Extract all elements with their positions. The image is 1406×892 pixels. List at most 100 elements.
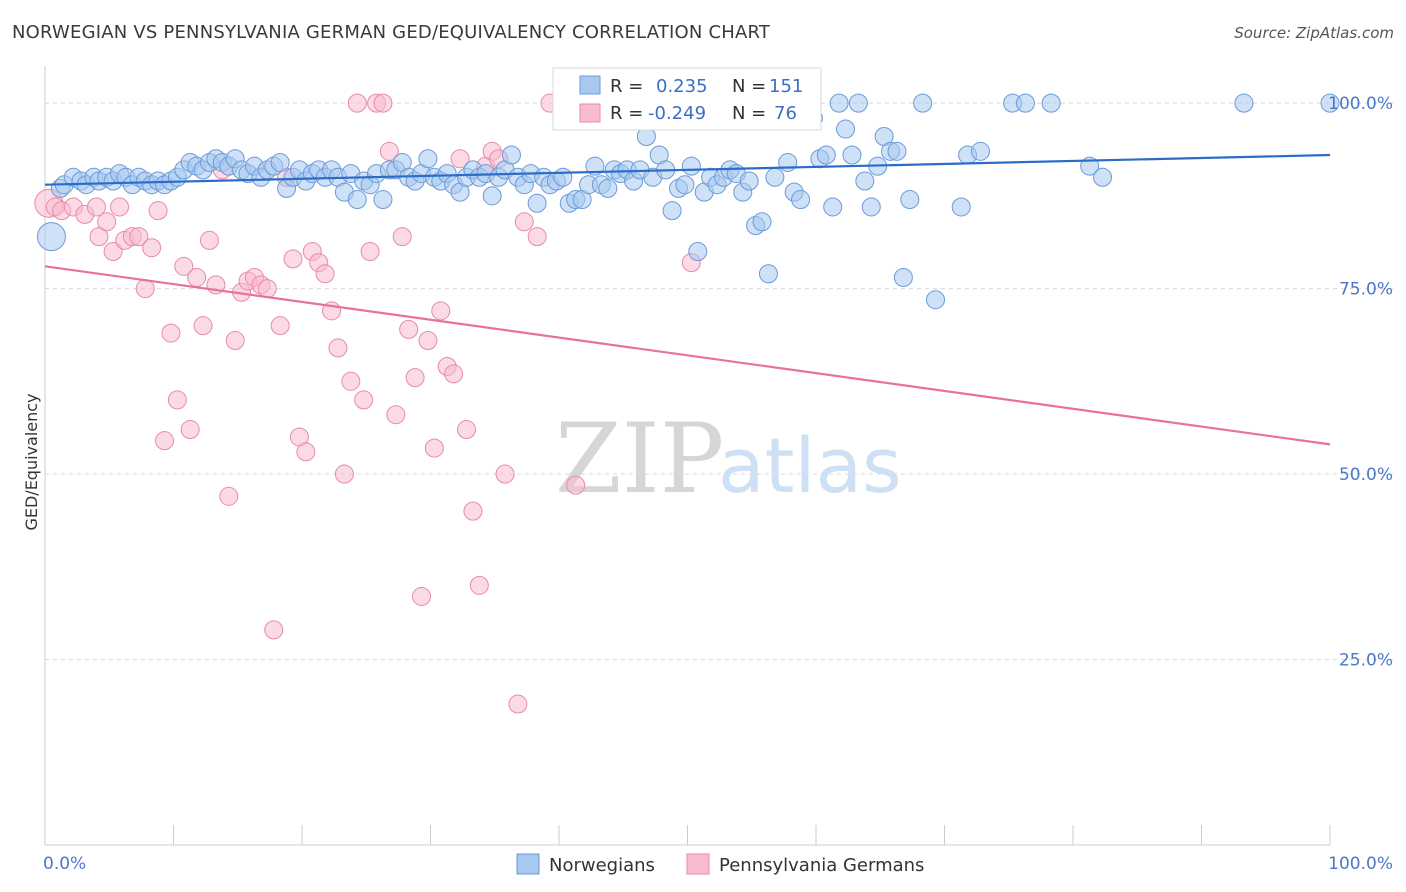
norwegians-point <box>270 152 290 172</box>
pennsylvania-germans-points <box>34 93 701 714</box>
norwegians-point <box>662 201 682 221</box>
pennsylvania-germans-point <box>360 241 380 261</box>
norwegians-point <box>913 93 933 113</box>
norwegians-point <box>758 264 778 284</box>
pennsylvania-germans-point <box>412 586 432 606</box>
stats-box: R = 0.235 N = 151 R = -0.249 N = 76 <box>552 67 822 131</box>
pennsylvania-germans-point <box>450 149 470 169</box>
stats-r-label-blue: R = <box>610 76 643 97</box>
pennsylvania-germans-point <box>347 93 367 113</box>
pennsylvania-germans-point <box>296 442 316 462</box>
source-credit: Source: ZipAtlas.com <box>1234 24 1394 42</box>
norwegians-point <box>887 141 907 161</box>
norwegians-point <box>752 212 772 232</box>
norwegians-point <box>418 149 438 169</box>
pennsylvania-germans-point <box>110 197 130 217</box>
pennsylvania-germans-point <box>418 331 438 351</box>
pennsylvania-germans-point <box>148 201 168 221</box>
norwegians-point <box>1015 93 1035 113</box>
norwegians-point <box>553 167 573 187</box>
norwegians-point <box>675 175 695 195</box>
norwegians-point <box>765 167 785 187</box>
y-tick-label: 50.0% <box>1339 465 1393 485</box>
pennsylvania-germans-point <box>392 227 412 247</box>
pennsylvania-germans-point <box>97 212 117 232</box>
norwegians-point <box>681 156 701 176</box>
norwegians-point <box>855 171 875 191</box>
norwegians-point <box>482 186 502 206</box>
norwegians-point <box>842 145 862 165</box>
norwegians-point <box>36 222 66 252</box>
pennsylvania-germans-point <box>135 279 155 299</box>
pennsylvania-germans-point <box>103 241 123 261</box>
pennsylvania-germans-point <box>155 431 175 451</box>
pennsylvania-germans-point <box>386 405 406 425</box>
norwegians-point <box>836 119 856 139</box>
pennsylvania-germans-point <box>264 620 284 640</box>
norwegians-point <box>1093 167 1113 187</box>
pennsylvania-germans-point <box>193 316 213 336</box>
watermark-atlas: atlas <box>718 421 902 510</box>
norwegians-point <box>501 145 521 165</box>
pennsylvania-germans-point <box>354 390 374 410</box>
pennsylvania-germans-trend-line <box>44 265 1331 446</box>
tick-labels: 25.0% 50.0% 75.0% 100.0% 0.0% 100.0% <box>43 94 1393 874</box>
pennsylvania-germans-point <box>219 486 239 506</box>
pennsylvania-germans-point <box>283 249 303 269</box>
pennsylvania-germans-point <box>399 319 419 339</box>
legend-swatch-pennsylvania-germans <box>686 853 710 875</box>
pennsylvania-germans-point <box>527 227 547 247</box>
legend-label-pennsylvania-germans: Pennsylvania Germans <box>719 855 924 876</box>
y-tick-label: 75.0% <box>1339 280 1393 300</box>
stats-n-value-blue: 151 <box>769 76 803 97</box>
watermark: ZIP atlas <box>555 403 902 515</box>
pennsylvania-germans-point <box>508 694 528 714</box>
norwegians-point <box>861 197 881 217</box>
pennsylvania-germans-point <box>270 316 290 336</box>
norwegians-point <box>373 190 393 210</box>
norwegians-point <box>585 156 605 176</box>
stats-n-label-blue: N = <box>732 76 766 97</box>
pennsylvania-germans-point <box>463 501 483 521</box>
pennsylvania-germans-point <box>424 438 444 458</box>
y-axis-title: GED/Equivalency <box>22 393 41 530</box>
pennsylvania-germans-point <box>257 279 277 299</box>
norwegians-point <box>951 197 971 217</box>
norwegians-trend-line <box>44 153 1331 186</box>
stats-r-value-pink: -0.249 <box>648 103 706 124</box>
pennsylvania-germans-point <box>89 227 109 247</box>
norwegians-point <box>1320 93 1340 113</box>
norwegians-point <box>816 145 836 165</box>
pennsylvania-germans-point <box>456 420 476 440</box>
pennsylvania-germans-point <box>180 420 200 440</box>
legend: Norwegians Pennsylvania Germans <box>516 853 924 876</box>
pennsylvania-germans-point <box>566 475 586 495</box>
norwegians-point <box>823 197 843 217</box>
x-tick-label: 100.0% <box>1328 854 1393 874</box>
stats-swatch-blue <box>579 75 601 95</box>
norwegians-point <box>829 93 849 113</box>
pennsylvania-germans-point <box>334 464 354 484</box>
norwegians-point <box>848 93 868 113</box>
y-tick-label: 100.0% <box>1328 94 1393 114</box>
pennsylvania-germans-point <box>225 331 245 351</box>
stats-swatch-pink <box>579 103 601 123</box>
norwegians-point <box>688 241 708 261</box>
norwegians-point <box>739 171 759 191</box>
pennsylvania-germans-point <box>373 93 393 113</box>
pennsylvania-germans-point <box>199 230 219 250</box>
pennsylvania-germans-point <box>444 364 464 384</box>
watermark-zip: ZIP <box>555 403 724 515</box>
pennsylvania-germans-point <box>86 197 106 217</box>
norwegians-point <box>527 193 547 213</box>
norwegians-point <box>970 141 990 161</box>
legend-label-norwegians: Norwegians <box>549 855 655 876</box>
pennsylvania-germans-point <box>161 323 181 343</box>
pennsylvania-germans-point <box>167 390 187 410</box>
legend-swatch-norwegians <box>516 853 540 875</box>
pennsylvania-germans-point <box>431 301 451 321</box>
pennsylvania-germans-point <box>514 212 534 232</box>
pennsylvania-germans-point <box>315 264 335 284</box>
pennsylvania-germans-point <box>495 464 515 484</box>
